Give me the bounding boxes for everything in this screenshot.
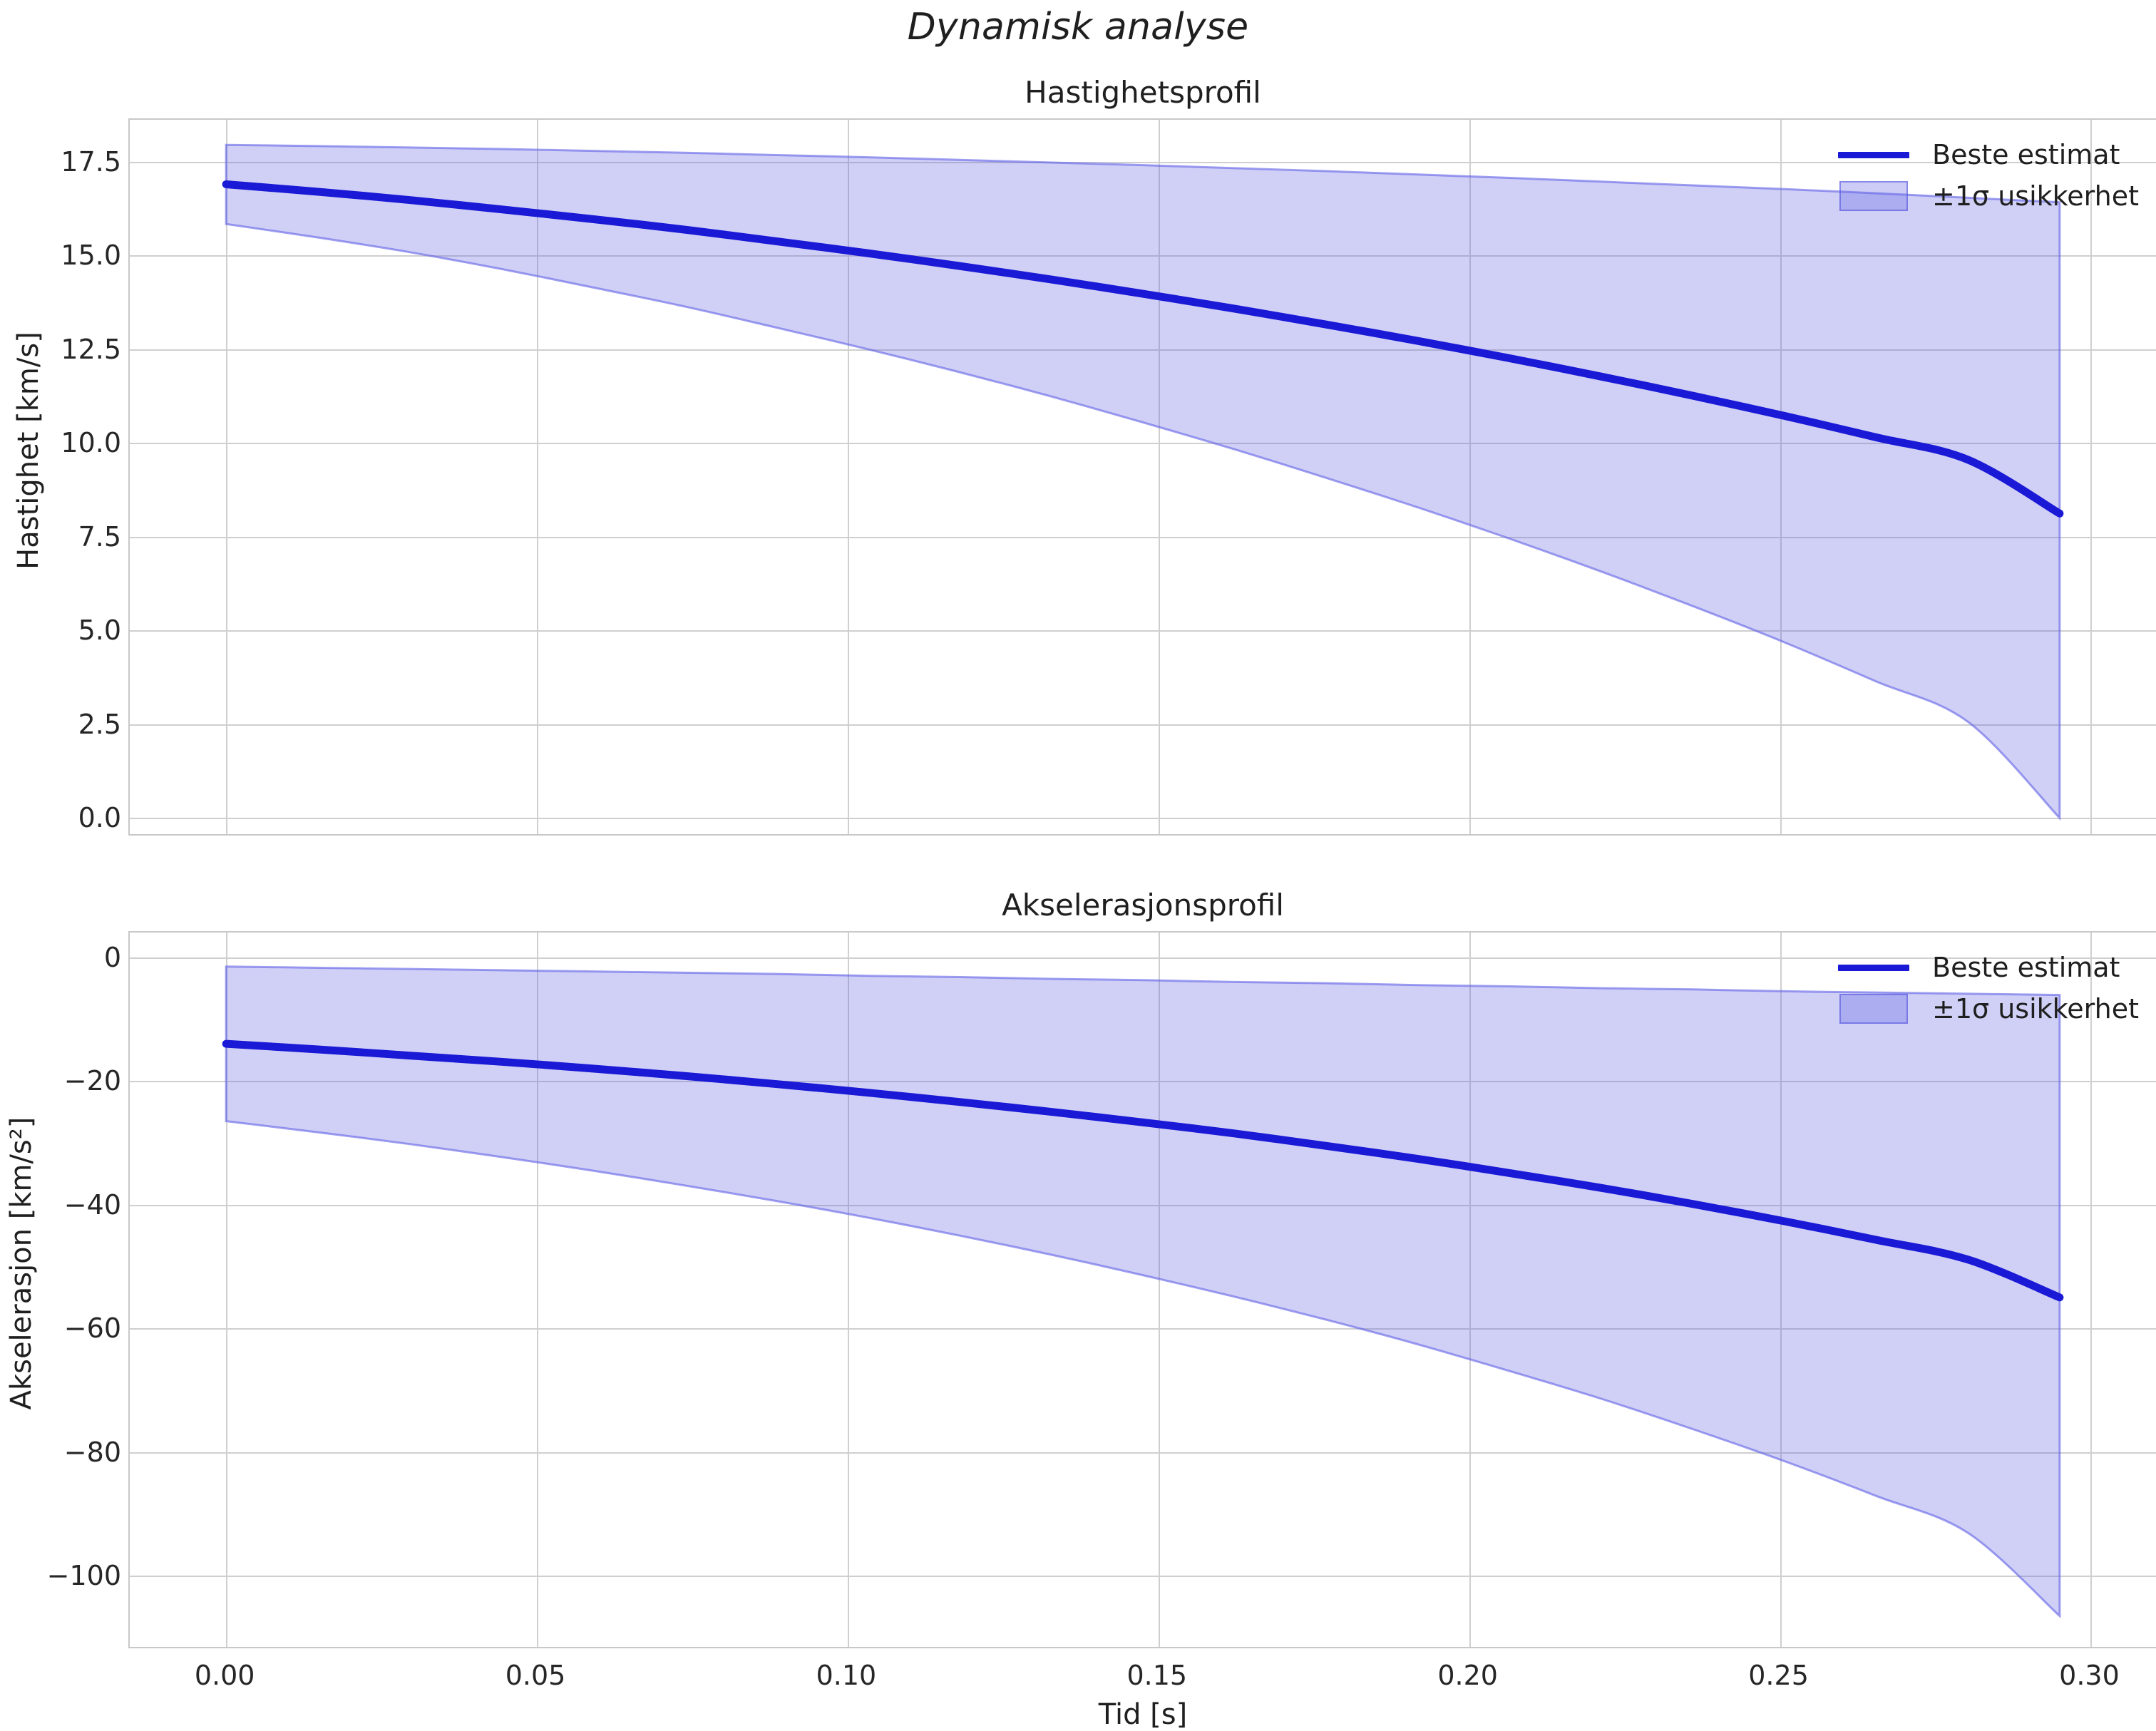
subplot-2-title: Akselerasjonsprofil <box>1002 888 1284 923</box>
acceleration-legend: Beste estimat ±1σ usikkerhet <box>1828 942 2146 1034</box>
xtick-mark <box>847 1647 848 1648</box>
xtick-mark <box>2090 1647 2091 1648</box>
gridline-horizontal <box>130 536 2156 538</box>
gridline-vertical <box>2090 933 2093 1647</box>
gridline-vertical <box>1469 933 1471 1647</box>
figure-suptitle: Dynamisk analyse <box>907 6 1249 48</box>
ytick-label: 0.0 <box>78 802 121 834</box>
gridline-horizontal <box>130 724 2156 726</box>
legend-row-band: ±1σ usikkerhet <box>1835 988 2139 1029</box>
xtick-label: 0.15 <box>1126 1660 1188 1691</box>
xtick-label: 0.05 <box>505 1660 566 1691</box>
xtick-label: 0.25 <box>1748 1660 1809 1691</box>
gridline-horizontal <box>130 1204 2156 1206</box>
ytick-label: 17.5 <box>61 145 121 178</box>
gridline-horizontal <box>130 255 2156 257</box>
uncertainty-band <box>225 143 2061 821</box>
legend-band-swatch-icon <box>1835 993 1912 1024</box>
ytick-label: 5.0 <box>78 615 121 647</box>
acceleration-plot-axes: Beste estimat ±1σ usikkerhet <box>128 931 2156 1648</box>
gridline-horizontal <box>130 1576 2156 1578</box>
gridline-vertical <box>847 120 849 834</box>
ytick-label: 2.5 <box>78 708 121 740</box>
legend-band-label: ±1σ usikkerhet <box>1932 993 2139 1024</box>
velocity-ytick-labels: 0.0 2.5 5.0 7.5 10.0 12.5 15.0 17.5 <box>7 118 121 836</box>
gridline-horizontal <box>130 1452 2156 1454</box>
subplot-1-title: Hastighetsprofil <box>1025 75 1261 110</box>
legend-line-swatch-icon <box>1835 139 1912 170</box>
velocity-plot-axes: Beste estimat ±1σ usikkerhet <box>128 118 2156 836</box>
legend-row-line: Beste estimat <box>1835 134 2139 175</box>
xtick-mark <box>536 1647 538 1648</box>
gridline-vertical <box>1158 120 1160 834</box>
legend-row-line: Beste estimat <box>1835 947 2139 988</box>
xtick-mark <box>225 1647 227 1648</box>
best-estimate-line <box>222 180 2064 518</box>
ytick-label: −40 <box>63 1188 121 1221</box>
ytick-label: 12.5 <box>61 333 121 365</box>
ytick-label: 15.0 <box>61 240 121 272</box>
xtick-mark <box>1780 1647 1781 1648</box>
legend-row-band: ±1σ usikkerhet <box>1835 175 2139 217</box>
acceleration-ytick-labels: 0 −20 −40 −60 −80 −100 <box>7 931 121 1648</box>
velocity-plot-svg <box>222 143 2064 821</box>
legend-line-swatch-icon <box>1835 952 1912 983</box>
legend-band-label: ±1σ usikkerhet <box>1932 180 2139 212</box>
ytick-label: 7.5 <box>78 520 121 553</box>
acceleration-plot-svg <box>222 965 2064 1619</box>
gridline-horizontal <box>130 161 2156 163</box>
gridline-horizontal <box>130 443 2156 445</box>
xtick-label: 0.30 <box>2059 1660 2120 1691</box>
legend-band-swatch-icon <box>1835 180 1912 212</box>
time-xlabel: Tid [s] <box>1098 1698 1188 1731</box>
gridline-horizontal <box>130 818 2156 820</box>
gridline-vertical <box>1780 120 1782 834</box>
gridline-horizontal <box>130 630 2156 632</box>
ytick-label: −100 <box>46 1560 121 1592</box>
xtick-label: 0.00 <box>194 1660 255 1691</box>
gridline-vertical <box>1780 933 1782 1647</box>
ytick-label: −20 <box>63 1065 121 1097</box>
legend-line-label: Beste estimat <box>1932 139 2120 170</box>
legend-line-label: Beste estimat <box>1932 952 2120 983</box>
gridline-vertical <box>537 933 538 1647</box>
xtick-label: 0.20 <box>1437 1660 1498 1691</box>
gridline-vertical <box>226 120 228 834</box>
ytick-label: 0 <box>103 941 121 973</box>
gridline-vertical <box>1158 933 1160 1647</box>
time-xtick-labels: 0.00 0.05 0.10 0.15 0.20 0.25 0.30 <box>128 1660 2156 1695</box>
acceleration-plot-area <box>130 933 2156 1647</box>
gridline-vertical <box>226 933 228 1647</box>
ytick-label: −60 <box>63 1313 121 1345</box>
gridline-horizontal <box>130 349 2156 351</box>
velocity-plot-area <box>130 120 2156 834</box>
xtick-mark <box>1469 1647 1470 1648</box>
gridline-horizontal <box>130 1081 2156 1083</box>
xtick-mark <box>1158 1647 1159 1648</box>
gridline-horizontal <box>130 957 2156 959</box>
xtick-label: 0.10 <box>816 1660 877 1691</box>
velocity-legend: Beste estimat ±1σ usikkerhet <box>1828 130 2146 221</box>
ytick-label: 10.0 <box>61 427 121 459</box>
gridline-horizontal <box>130 1328 2156 1330</box>
gridline-vertical <box>1469 120 1471 834</box>
best-estimate-line <box>222 1039 2064 1302</box>
acceleration-ylabel: Akselerasjon [km/s²] <box>5 1116 38 1410</box>
uncertainty-band <box>225 965 2061 1619</box>
gridline-vertical <box>847 933 849 1647</box>
gridline-vertical <box>537 120 538 834</box>
velocity-ylabel: Hastighet [km/s] <box>12 332 45 570</box>
gridline-vertical <box>2090 120 2093 834</box>
ytick-label: −80 <box>63 1436 121 1468</box>
